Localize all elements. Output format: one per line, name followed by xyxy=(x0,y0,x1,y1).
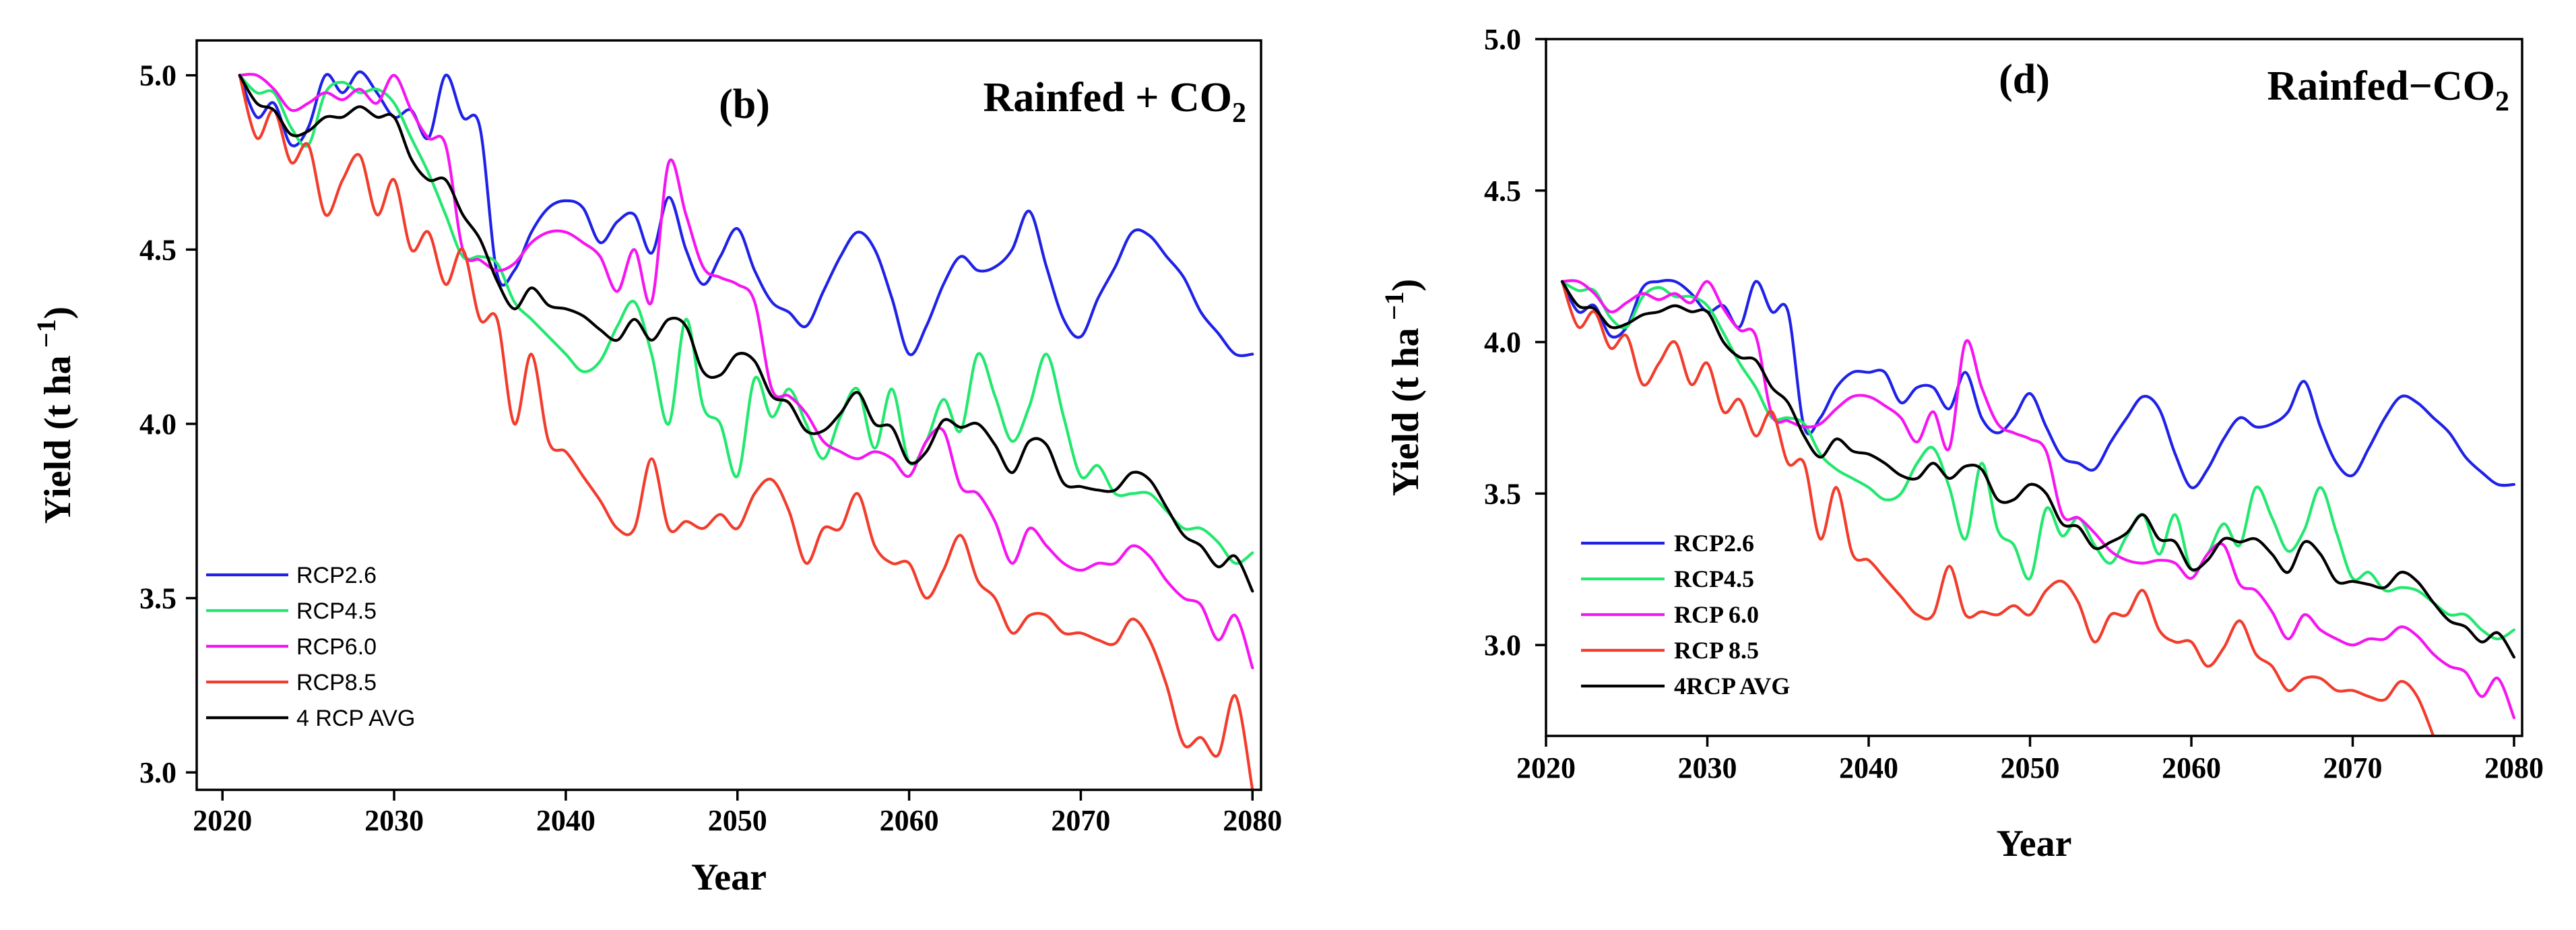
panel-d-x-tick-label: 2020 xyxy=(1516,751,1576,784)
panel-d-series-rcp-8-5 xyxy=(1560,280,2435,736)
panel-b-panel-tag: (b) xyxy=(719,82,770,127)
panel-b-legend-label: RCP2.6 xyxy=(296,563,377,588)
panel-d-series-4rcp-avg xyxy=(1560,280,2516,659)
panel-d-x-tick-label: 2060 xyxy=(2162,751,2221,784)
panel-b-legend-label: RCP4.5 xyxy=(296,598,377,624)
panel-b-legend-label: RCP6.0 xyxy=(296,634,377,660)
panel-b-y-axis-title: Yield (t ha −1) xyxy=(31,307,79,524)
panel-d-x-tick-label: 2040 xyxy=(1839,751,1898,784)
panel-b-series-4-rcp-avg xyxy=(238,73,1254,593)
panel-d-series-group xyxy=(1560,278,2516,736)
panel-d-chart: 2020 2030 2040 2050 2060 2070 2080 3.0 3.5 4.0 4.5… xyxy=(1379,23,2544,865)
panel-d-legend-label: RCP2.6 xyxy=(1674,530,1754,557)
panel-b-x-tick-label: 2030 xyxy=(364,804,424,837)
panel-b-chart: 2020 2030 2040 2050 2060 2070 2080 3.0 3.5 4.0 4.5… xyxy=(31,39,1282,898)
panel-d-y-tick-label: 4.0 xyxy=(1484,326,1521,359)
panel-b-legend-label: 4 RCP AVG xyxy=(296,706,415,731)
panel-b-y-tick-label: 3.5 xyxy=(139,582,176,615)
panel-d-legend-label: RCP4.5 xyxy=(1674,565,1754,592)
panel-d-x-axis-title: Year xyxy=(1997,823,2072,865)
panel-b-x-tick-label: 2060 xyxy=(880,804,939,837)
panel-b-x-tick-label: 2070 xyxy=(1051,804,1110,837)
panel-b-legend-label: RCP8.5 xyxy=(296,670,377,695)
panel-b-series-rcp4-5 xyxy=(238,73,1254,565)
panel-b-y-tick-label: 4.0 xyxy=(139,408,176,441)
panel-d-plot-frame xyxy=(1545,38,2523,737)
panel-b-legend: RCP2.6 RCP4.5 RCP6.0 RCP8.5 4 RCP AVG xyxy=(206,563,415,731)
panel-d-x-tick-label: 2050 xyxy=(2001,751,2060,784)
panel-b-x-tick-label: 2040 xyxy=(536,804,595,837)
panel-b-y-tick-label: 5.0 xyxy=(139,59,176,92)
panel-d-y-tick-label: 4.5 xyxy=(1484,175,1521,208)
panel-b-series-rcp6-0 xyxy=(238,73,1254,670)
panel-b-condition-label: Rainfed + CO2 xyxy=(984,75,1246,129)
panel-b-series-group xyxy=(238,70,1254,790)
panel-b-x-axis-title: Year xyxy=(691,857,767,898)
panel-b-y-tick-label: 3.0 xyxy=(139,756,176,789)
panel-b-y-tick-label: 4.5 xyxy=(139,233,176,266)
panel-d-x-tick-label: 2070 xyxy=(2323,751,2383,784)
panel-b-x-tick-label: 2020 xyxy=(193,804,252,837)
panel-d-legend: RCP2.6 RCP4.5 RCP 6.0 RCP 8.5 4RCP AVG xyxy=(1581,530,1790,700)
panel-d-y-tick-label: 5.0 xyxy=(1484,23,1521,56)
panel-d-x-tick-label: 2080 xyxy=(2484,751,2544,784)
panel-d-condition-label: Rainfed−CO2 xyxy=(2267,63,2509,117)
panel-d-panel-tag: (d) xyxy=(1999,57,2050,102)
panel-d-y-tick-label: 3.5 xyxy=(1484,477,1521,510)
panel-b-plot-frame xyxy=(195,39,1262,791)
panel-d-y-axis-title: Yield (t ha −1) xyxy=(1379,279,1427,497)
panel-b-x-tick-label: 2050 xyxy=(708,804,767,837)
panel-b-series-rcp8-5 xyxy=(238,73,1254,790)
panel-d-y-tick-label: 3.0 xyxy=(1484,629,1521,662)
panel-d-legend-label: RCP 6.0 xyxy=(1674,601,1759,628)
panel-d-legend-label: RCP 8.5 xyxy=(1674,637,1759,664)
panel-d-series-rcp2-6 xyxy=(1560,278,2516,489)
panel-d-legend-label: 4RCP AVG xyxy=(1674,673,1790,700)
panel-b-x-tick-label: 2080 xyxy=(1223,804,1282,837)
panel-d-x-tick-label: 2030 xyxy=(1678,751,1737,784)
panel-d-series-rcp4-5 xyxy=(1560,280,2516,641)
panel-d-series-rcp-6-0 xyxy=(1560,279,2516,720)
